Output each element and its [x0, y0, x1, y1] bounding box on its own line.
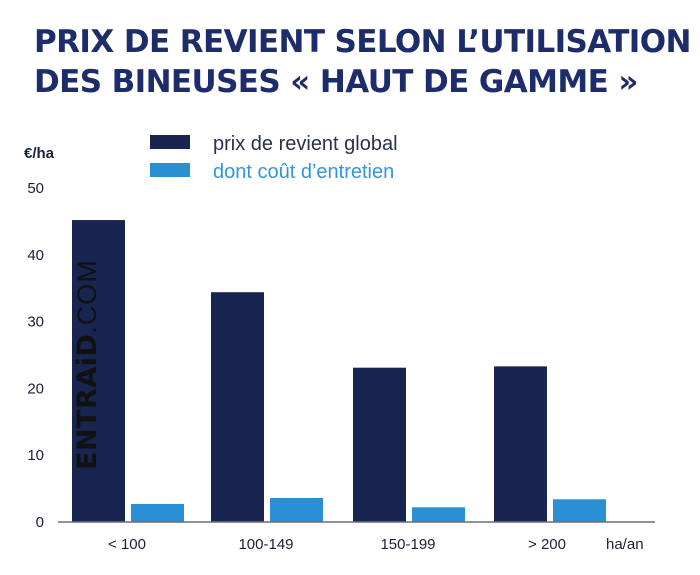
- x-axis-label: ha/an: [606, 536, 644, 553]
- bar-global: [211, 292, 264, 522]
- x-tick-label: 150-199: [380, 536, 435, 553]
- x-axis-ticks: < 100 100-149 150-199 > 200: [108, 536, 566, 553]
- bar-entretien: [553, 499, 606, 522]
- bar-global: [72, 220, 125, 522]
- legend-swatch-entretien: [150, 163, 190, 177]
- x-tick-label: < 100: [108, 536, 146, 553]
- y-tick-label: 20: [27, 380, 44, 397]
- chart-title: PRIX DE REVIENT SELON L’UTILISATION DES …: [34, 22, 691, 102]
- legend-label-global: prix de revient global: [213, 133, 398, 155]
- brand-suffix: .COM: [72, 259, 102, 334]
- legend: prix de revient global dont coût d’entre…: [150, 133, 398, 183]
- chart-title-line-2: DES BINEUSES « HAUT DE GAMME »: [34, 64, 638, 100]
- bar-entretien: [412, 507, 465, 522]
- x-tick-label: > 200: [528, 536, 566, 553]
- legend-swatch-global: [150, 135, 190, 149]
- entraid-logo: ENTRAiD.COM: [72, 259, 103, 470]
- bar-global: [353, 367, 406, 522]
- y-tick-label: 0: [36, 514, 44, 531]
- bar-entretien: [131, 503, 184, 522]
- y-tick-label: 40: [27, 247, 44, 264]
- y-axis-label: €/ha: [24, 145, 55, 162]
- y-tick-label: 10: [27, 447, 44, 464]
- y-tick-label: 50: [27, 180, 44, 197]
- y-axis-ticks: 0 10 20 30 40 50: [27, 180, 44, 531]
- chart-title-line-1: PRIX DE REVIENT SELON L’UTILISATION: [34, 24, 691, 60]
- y-tick-label: 30: [27, 314, 44, 331]
- bar-global: [494, 366, 547, 522]
- brand-main: ENTRAiD: [72, 333, 103, 470]
- bars: [72, 220, 606, 522]
- x-tick-label: 100-149: [238, 536, 293, 553]
- legend-label-entretien: dont coût d’entretien: [213, 161, 394, 183]
- bar-entretien: [270, 497, 323, 522]
